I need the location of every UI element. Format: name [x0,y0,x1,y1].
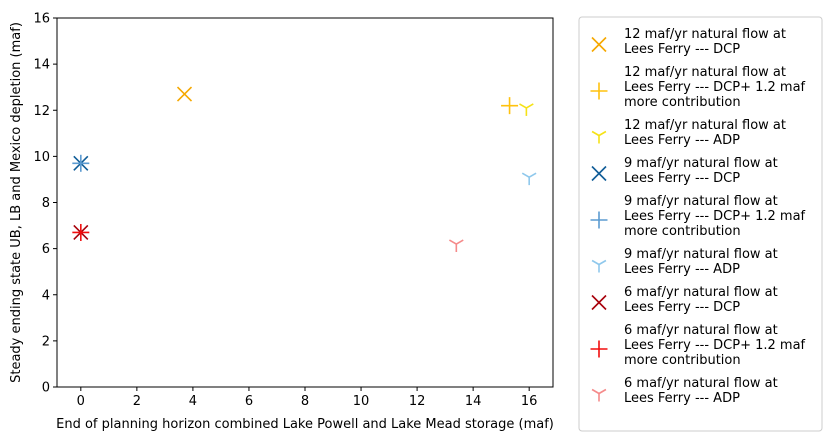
legend-label: 6 maf/yr natural flow at [624,323,778,338]
legend-label: 9 maf/yr natural flow at [624,247,778,262]
data-point-series-3 [519,103,534,116]
data-point-series-6 [521,172,537,186]
y-axis-label: Steady ending state UB, LB and Mexico de… [9,22,24,383]
y-tick-label: 8 [42,196,50,211]
legend-marker [591,388,607,402]
x-tick-label: 12 [409,394,426,409]
x-tick-label: 10 [353,394,370,409]
legend-label: more contribution [624,353,741,368]
data-point-series-5 [72,154,90,172]
x-axis-label: End of planning horizon combined Lake Po… [56,417,554,432]
legend-label: Lees Ferry --- DCP [624,300,740,315]
data-point-series-9 [448,239,464,253]
legend-label: 9 maf/yr natural flow at [624,194,778,209]
legend-label: 6 maf/yr natural flow at [624,285,778,300]
legend-marker [591,36,607,53]
legend-marker [590,82,608,100]
legend-marker [591,259,607,273]
legend-marker [591,130,607,144]
y-tick-label: 16 [33,12,50,27]
x-tick-label: 4 [189,394,197,409]
legend-label: 12 maf/yr natural flow at [624,118,786,133]
x-tick-label: 6 [245,394,253,409]
legend-label: more contribution [624,95,741,110]
y-tick-label: 0 [42,381,50,396]
y-tick-label: 6 [42,242,50,257]
legend-label: 12 maf/yr natural flow at [624,27,786,42]
legend-label: Lees Ferry --- ADP [624,262,740,277]
x-axis-ticks: 0 2 4 6 8 10 12 14 16 [77,387,538,409]
legend-label: 12 maf/yr natural flow at [624,65,786,80]
y-tick-label: 10 [33,150,50,165]
y-tick-label: 4 [42,288,50,303]
legend-marker [590,340,608,358]
data-point-series-8 [72,223,90,241]
y-tick-label: 14 [33,58,50,73]
legend-box [578,16,823,432]
legend-marker [591,165,607,182]
legend-label: Lees Ferry --- ADP [624,133,740,148]
data-point-series-2 [501,97,519,115]
legend-marker [590,211,608,229]
legend-label: 6 maf/yr natural flow at [624,376,778,391]
legend-label: 9 maf/yr natural flow at [624,156,778,171]
x-tick-label: 16 [521,394,538,409]
plot-frame [56,17,554,388]
legend-label: Lees Ferry --- ADP [624,391,740,406]
x-tick-label: 8 [301,394,309,409]
data-point-series-1 [176,86,193,102]
legend-marker [591,294,607,311]
plot-markers [72,86,537,253]
x-tick-label: 0 [77,394,85,409]
legend-label: Lees Ferry --- DCP+ 1.2 maf [624,80,806,95]
legend-label: more contribution [624,224,741,239]
legend-label: Lees Ferry --- DCP+ 1.2 maf [624,338,806,353]
y-axis-ticks: 0 2 4 6 8 10 12 14 16 [33,12,57,396]
legend-label: Lees Ferry --- DCP [624,171,740,186]
legend-label: Lees Ferry --- DCP+ 1.2 maf [624,209,806,224]
y-tick-label: 2 [42,334,50,349]
legend-label: Lees Ferry --- DCP [624,42,740,57]
x-tick-label: 2 [133,394,141,409]
x-tick-label: 14 [465,394,482,409]
y-tick-label: 12 [33,104,50,119]
